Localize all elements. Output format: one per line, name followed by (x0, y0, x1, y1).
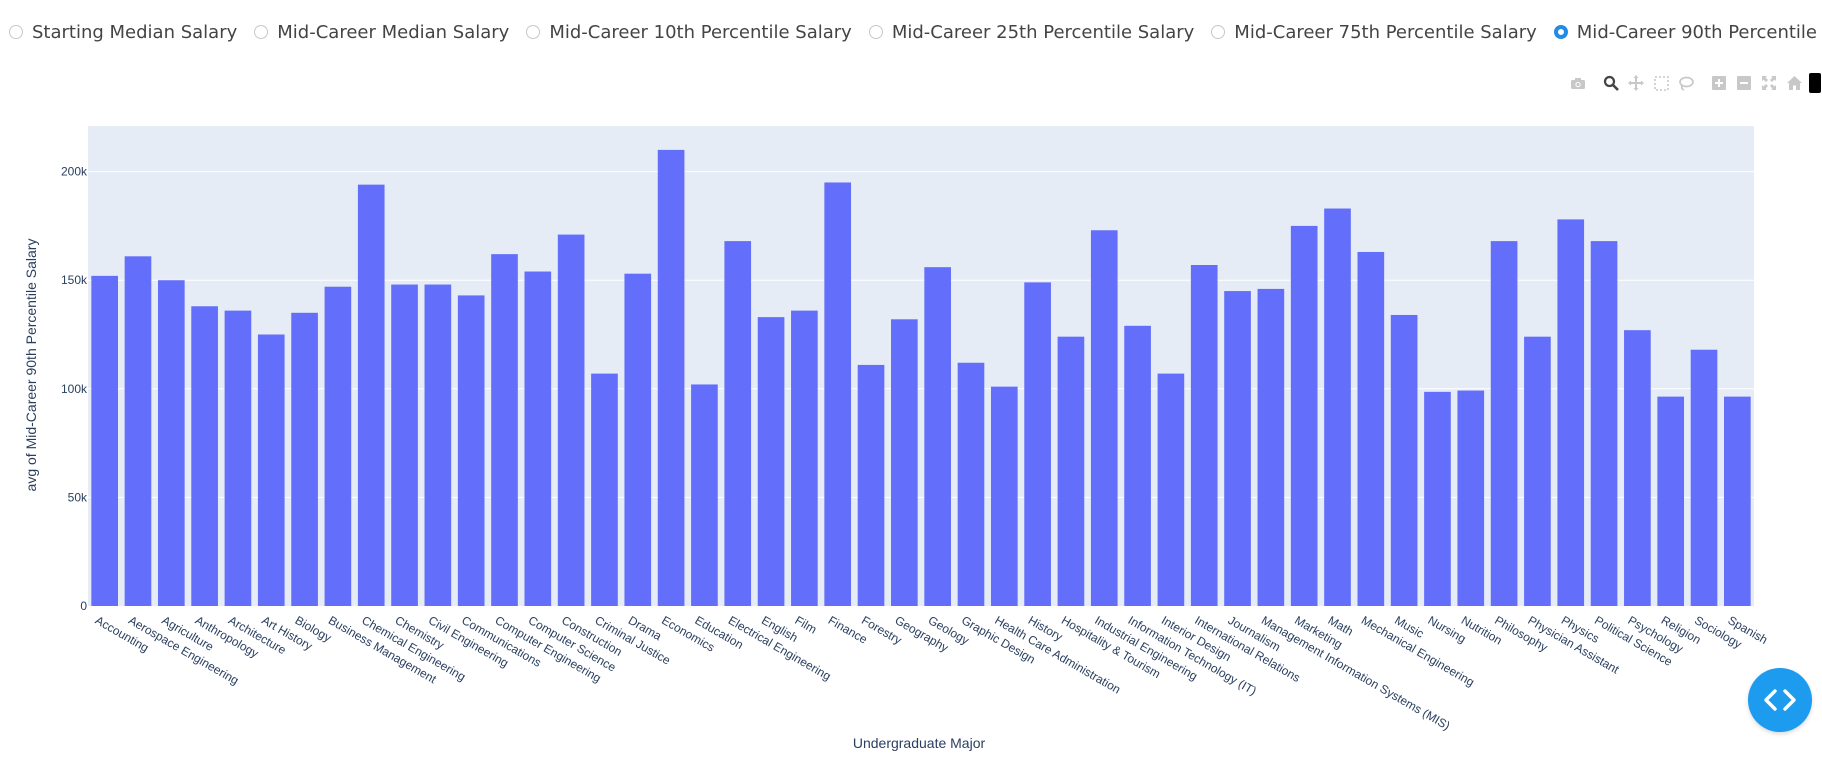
bar[interactable] (1190, 265, 1218, 606)
radio-option[interactable]: Mid-Career 75th Percentile Salary (1211, 21, 1537, 43)
radio-option-label: Mid-Career 10th Percentile Salary (549, 21, 852, 43)
bar[interactable] (1457, 390, 1485, 606)
y-tick-label: 50k (68, 490, 88, 504)
bar[interactable] (1357, 251, 1385, 607)
bar[interactable] (791, 310, 818, 606)
bar[interactable] (257, 334, 285, 606)
plotly-logo-icon[interactable] (1809, 73, 1821, 93)
bar[interactable] (691, 384, 718, 606)
radio-unchecked-icon[interactable] (868, 25, 883, 39)
chart-modebar (1568, 73, 1821, 93)
bar[interactable] (391, 284, 418, 606)
radio-option[interactable]: Starting Median Salary (9, 22, 237, 43)
pan-icon[interactable] (1626, 73, 1646, 93)
bar[interactable] (157, 280, 185, 606)
bar[interactable] (124, 256, 152, 606)
bar[interactable] (491, 254, 518, 607)
radio-checked-icon[interactable] (1553, 25, 1568, 39)
bar[interactable] (1524, 336, 1551, 606)
y-tick-label: 200k (61, 165, 88, 179)
bar[interactable] (657, 149, 685, 606)
bar[interactable] (624, 273, 652, 606)
bar[interactable] (724, 241, 752, 606)
bar[interactable] (1290, 225, 1318, 607)
bar[interactable] (224, 310, 252, 606)
y-tick-label: 100k (61, 382, 88, 396)
bar[interactable] (557, 234, 585, 606)
radio-unchecked-icon[interactable] (1211, 25, 1226, 39)
radio-option-label: Mid-Career Median Salary (277, 21, 510, 43)
bar[interactable] (1724, 396, 1751, 606)
bar[interactable] (591, 373, 618, 606)
bar[interactable] (957, 362, 985, 606)
bar[interactable] (1557, 219, 1585, 606)
bar[interactable] (1257, 288, 1285, 606)
bar[interactable] (324, 286, 352, 606)
code-toggle-button[interactable] (1748, 668, 1812, 732)
y-tick-label: 150k (61, 273, 88, 287)
y-tick-labels: 0 50k 100k 150k 200k (61, 165, 88, 613)
radio-unchecked-icon[interactable] (254, 25, 269, 39)
bar[interactable] (91, 275, 118, 606)
salary-metric-radio-group: Starting Median Salary Mid-Career Median … (0, 18, 1822, 46)
radio-option[interactable]: Mid-Career 25th Percentile Salary (868, 21, 1195, 43)
bar[interactable] (357, 184, 385, 607)
bar[interactable] (291, 312, 318, 606)
code-brackets-icon (1764, 689, 1796, 711)
bar[interactable] (1324, 208, 1351, 606)
y-axis-title: avg of Mid-Career 90th Percentile Salary (23, 239, 39, 492)
radio-option-label: Starting Median Salary (32, 21, 238, 43)
bar[interactable] (1657, 396, 1685, 606)
bar[interactable] (1024, 282, 1051, 606)
radio-option-label: Mid-Career 75th Percentile Salary (1234, 21, 1537, 43)
bar[interactable] (1390, 314, 1418, 606)
bar[interactable] (524, 271, 552, 606)
zoom-out-icon[interactable] (1734, 73, 1754, 93)
x-axis-title: Undergraduate Major (853, 735, 986, 751)
bar[interactable] (1690, 349, 1718, 606)
box-select-icon[interactable] (1651, 73, 1671, 93)
bar[interactable] (1590, 241, 1618, 606)
bar[interactable] (857, 364, 885, 606)
radio-option[interactable]: Mid-Career 90th Percentile Salary (1553, 21, 1822, 43)
bar[interactable] (1624, 330, 1651, 606)
bars (91, 149, 1751, 607)
zoom-in-icon[interactable] (1709, 73, 1729, 93)
bar[interactable] (924, 267, 951, 606)
reset-axes-icon[interactable] (1784, 73, 1804, 93)
zoom-icon[interactable] (1601, 73, 1621, 93)
radio-unchecked-icon[interactable] (9, 25, 23, 39)
camera-icon[interactable] (1568, 73, 1588, 93)
bar[interactable] (457, 295, 485, 606)
radio-option[interactable]: Mid-Career 10th Percentile Salary (526, 21, 852, 43)
bar[interactable] (990, 386, 1018, 606)
bar[interactable] (424, 284, 452, 606)
bar[interactable] (1057, 336, 1085, 606)
bar[interactable] (891, 319, 918, 606)
lasso-icon[interactable] (1676, 73, 1696, 93)
radio-unchecked-icon[interactable] (526, 25, 541, 39)
bar[interactable] (1124, 325, 1151, 606)
bar[interactable] (1490, 241, 1518, 606)
bar[interactable] (1090, 230, 1118, 606)
y-tick-label: 0 (80, 599, 87, 613)
radio-option-label: Mid-Career 90th Percentile Salary (1576, 21, 1822, 43)
bar[interactable] (757, 317, 785, 606)
radio-option[interactable]: Mid-Career Median Salary (254, 22, 509, 43)
bar[interactable] (1224, 291, 1251, 606)
autoscale-icon[interactable] (1759, 73, 1779, 93)
bar[interactable] (1157, 373, 1185, 606)
bar[interactable] (1424, 391, 1451, 606)
bar[interactable] (824, 182, 852, 606)
bar[interactable] (191, 306, 218, 606)
radio-option-label: Mid-Career 25th Percentile Salary (891, 21, 1195, 43)
